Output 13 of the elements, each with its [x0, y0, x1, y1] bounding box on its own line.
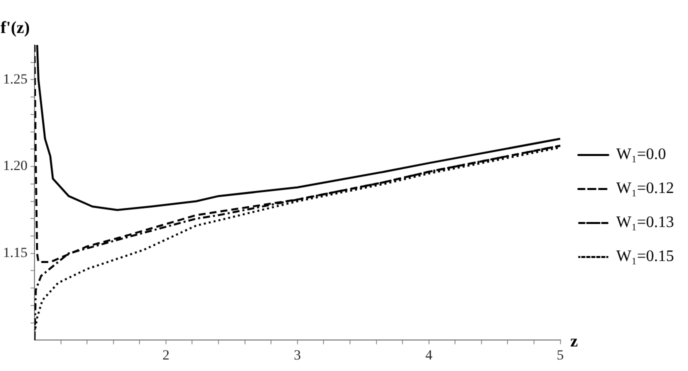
- legend-label: W₁=0.12: [616, 180, 674, 198]
- legend-label: W₁=0.0: [616, 146, 666, 164]
- legend-label: W₁=0.15: [616, 248, 674, 266]
- legend-label: W₁=0.13: [616, 214, 674, 232]
- y-tick-label: 1.15: [3, 246, 28, 262]
- x-tick-label: 4: [425, 348, 432, 364]
- x-tick-label: 3: [294, 348, 301, 364]
- x-axis-title: z: [570, 332, 578, 351]
- y-axis-title: f'(z): [0, 18, 30, 37]
- x-tick-label: 5: [556, 348, 564, 364]
- y-tick-label: 1.20: [3, 159, 28, 174]
- x-tick-label: 2: [162, 348, 170, 364]
- y-tick-label: 1.25: [3, 72, 28, 88]
